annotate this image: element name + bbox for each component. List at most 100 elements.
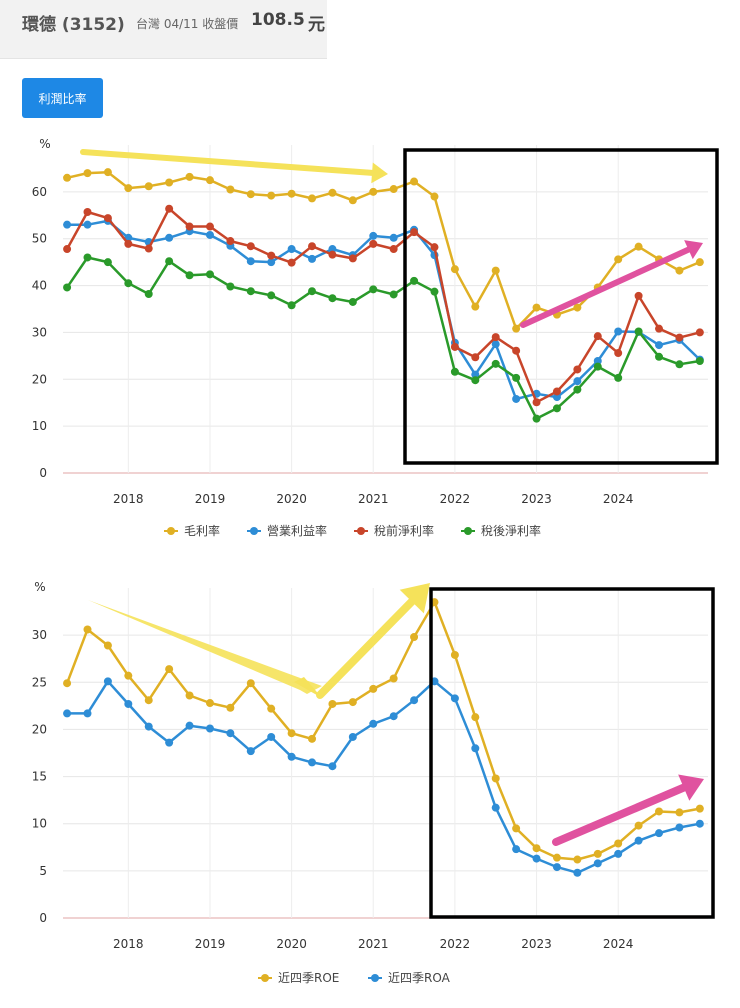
y-tick-label: 0 [39, 466, 47, 480]
data-point [348, 297, 357, 306]
y-tick-label: 50 [32, 232, 47, 246]
data-point [226, 282, 235, 291]
y-tick-label: 30 [32, 628, 47, 642]
legend-label: 近四季ROE [278, 971, 339, 985]
market-meta: 台灣 04/11 收盤價 [136, 17, 239, 31]
data-point [287, 729, 296, 738]
data-point [491, 359, 500, 368]
data-point [695, 357, 704, 366]
data-point [165, 665, 174, 674]
data-point [552, 863, 561, 872]
pink-up-arrow [552, 783, 688, 846]
data-point [430, 243, 439, 252]
data-point [614, 349, 623, 358]
data-point [348, 196, 357, 205]
data-point [389, 245, 398, 254]
data-point [655, 829, 664, 838]
legend-swatch [250, 527, 258, 535]
data-point [165, 738, 174, 747]
data-point [287, 258, 296, 267]
data-point [512, 845, 521, 854]
data-point [593, 357, 602, 366]
data-point [185, 721, 194, 730]
data-point [205, 222, 214, 231]
data-point [287, 752, 296, 761]
data-point [512, 824, 521, 833]
data-point [573, 385, 582, 394]
data-point [593, 849, 602, 858]
data-point [328, 294, 337, 303]
data-point [308, 734, 317, 743]
y-tick-label: 30 [32, 325, 47, 339]
data-point [185, 222, 194, 231]
data-point [471, 370, 480, 379]
data-point [103, 258, 112, 267]
legend-label: 毛利率 [184, 523, 220, 538]
data-point [450, 342, 459, 351]
data-point [532, 398, 541, 407]
legend-label: 近四季ROA [388, 971, 451, 985]
x-tick-label: 2021 [358, 492, 389, 506]
x-tick-label: 2018 [113, 492, 144, 506]
y-tick-label: 15 [32, 770, 47, 784]
data-point [695, 258, 704, 267]
y-tick-label: 0 [39, 911, 47, 925]
data-point [124, 239, 133, 248]
data-point [328, 188, 337, 197]
stock-header: 環德 (3152) 台灣 04/11 收盤價 108.5 元 [0, 0, 327, 59]
data-point [63, 173, 72, 182]
data-point [410, 633, 419, 642]
data-point [267, 704, 276, 713]
data-point [655, 352, 664, 361]
data-point [185, 691, 194, 700]
data-point [144, 722, 153, 731]
data-point [308, 254, 317, 263]
data-point [512, 324, 521, 333]
currency-unit: 元 [308, 15, 325, 35]
data-point [430, 287, 439, 296]
data-point [552, 387, 561, 396]
profit-ratio-chart: 0 10 20 30 40 50 60% 2018 2019 2020 2021 2022 2023 20… [32, 137, 719, 538]
data-point [614, 373, 623, 382]
x-tick-label: 2022 [440, 937, 471, 951]
legend-swatch [261, 974, 269, 982]
data-point [675, 333, 684, 342]
data-point [369, 239, 378, 248]
data-point [308, 242, 317, 251]
data-point [573, 365, 582, 374]
data-point [226, 237, 235, 246]
stock-name: 環德 (3152) [22, 15, 125, 35]
data-point [450, 650, 459, 659]
x-tick-label: 2020 [276, 937, 307, 951]
data-point [491, 333, 500, 342]
profit-ratio-tab[interactable]: 利潤比率 [22, 78, 103, 118]
data-point [124, 279, 133, 288]
data-point [450, 367, 459, 376]
y-tick-label: 20 [32, 722, 47, 736]
legend-label: 營業利益率 [267, 523, 327, 538]
x-tick-label: 2024 [603, 937, 634, 951]
data-point [471, 376, 480, 385]
data-point [287, 189, 296, 198]
data-point [491, 340, 500, 349]
y-tick-label: 20 [32, 372, 47, 386]
data-point [634, 327, 643, 336]
data-point [369, 719, 378, 728]
data-point [573, 377, 582, 386]
data-point [348, 698, 357, 707]
y-tick-label: 25 [32, 675, 47, 689]
data-point [144, 244, 153, 253]
y-tick-label: 5 [39, 864, 47, 878]
data-point [205, 176, 214, 185]
data-point [532, 854, 541, 863]
data-point [634, 291, 643, 300]
data-point [308, 287, 317, 296]
data-point [246, 257, 255, 266]
data-point [410, 228, 419, 237]
legend-label: 稅後淨利率 [481, 523, 541, 538]
data-point [205, 270, 214, 279]
x-tick-label: 2023 [521, 492, 552, 506]
data-point [450, 694, 459, 703]
data-point [675, 808, 684, 817]
